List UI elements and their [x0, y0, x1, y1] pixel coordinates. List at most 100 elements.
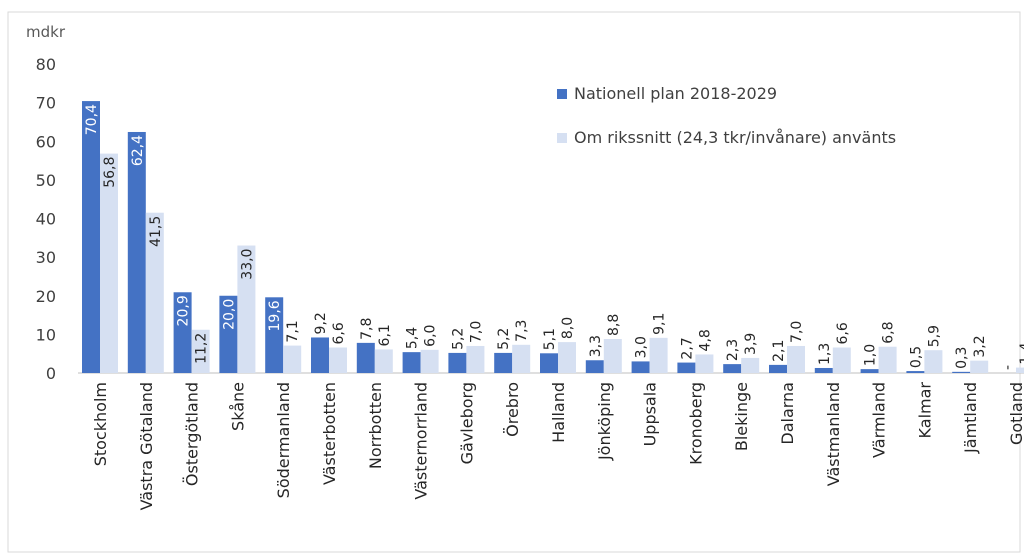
bar-rikssnitt — [970, 360, 989, 373]
y-tick-label: 30 — [36, 248, 56, 267]
bar-nationell-plan — [860, 369, 879, 373]
legend-swatch — [557, 89, 567, 99]
bar-nationell-plan — [219, 295, 238, 373]
y-tick-label: 20 — [36, 287, 56, 306]
bar-rikssnitt — [191, 329, 210, 373]
bar-nationell-plan — [311, 337, 329, 373]
x-tick-label: Gävleborg — [457, 382, 476, 464]
data-label: 6,0 — [423, 325, 439, 347]
x-axis-labels: Stockholm Västra Götaland Östergötland Skån… — [91, 382, 1024, 511]
legend-label: Nationell plan 2018-2029 — [574, 84, 777, 103]
data-label: 1,3 — [817, 343, 833, 365]
data-label: 8,8 — [606, 314, 622, 336]
data-label: 0,5 — [908, 346, 924, 368]
data-label: 0,3 — [954, 347, 970, 369]
data-label: 2,3 — [725, 339, 741, 361]
bar-rikssnitt — [283, 345, 302, 373]
x-tick-label: Västerbotten — [320, 382, 339, 485]
x-tick-label: Jämtland — [961, 382, 980, 454]
x-tick-label: Västernorrland — [412, 382, 431, 500]
data-label: 33,0 — [239, 249, 255, 280]
data-label: 6,6 — [835, 322, 851, 344]
data-label: 5,2 — [450, 328, 466, 350]
bar-rikssnitt — [878, 346, 897, 373]
data-label: - — [1000, 365, 1016, 370]
x-tick-label: Dalarna — [778, 382, 797, 445]
data-label: 9,2 — [313, 312, 329, 334]
bar-rikssnitt — [145, 212, 164, 373]
bar-rikssnitt — [695, 354, 714, 373]
value-labels: 70,4 56,8 62,4 41,5 20,911,2 20,0 33,0 19,6 7,1 9… — [84, 104, 1024, 370]
data-label: 5,2 — [496, 328, 512, 350]
bar-rikssnitt — [420, 349, 439, 373]
bars — [82, 101, 1024, 373]
data-label: 7,0 — [789, 321, 805, 343]
data-label: 5,1 — [542, 328, 558, 350]
bar-rikssnitt — [787, 345, 805, 373]
y-tick-label: 50 — [36, 171, 56, 190]
bar-rikssnitt — [603, 339, 622, 373]
data-label: 5,4 — [405, 327, 421, 349]
bar-nationell-plan — [173, 292, 192, 373]
bar-rikssnitt — [832, 347, 851, 373]
y-tick-label: 70 — [36, 94, 56, 113]
y-tick-label: 80 — [36, 55, 56, 74]
data-label: 11,2 — [194, 333, 210, 364]
data-label: 6,1 — [377, 324, 393, 346]
bar-rikssnitt — [237, 245, 256, 373]
x-tick-label: Uppsala — [641, 382, 660, 446]
data-label: 3,3 — [588, 335, 604, 357]
bar-nationell-plan — [723, 364, 742, 373]
y-tick-label: 40 — [36, 210, 56, 229]
data-label: 19,6 — [267, 300, 283, 331]
data-label: 3,0 — [634, 336, 650, 358]
x-tick-label: Örebro — [503, 382, 522, 437]
bar-rikssnitt — [374, 349, 393, 373]
bar-nationell-plan — [906, 371, 925, 373]
y-tick-label: 10 — [36, 325, 56, 344]
data-label: 3,9 — [743, 333, 759, 355]
bar-nationell-plan — [585, 360, 604, 373]
data-label: 1,4 — [1018, 342, 1024, 364]
bar-nationell-plan — [402, 352, 421, 373]
data-label: 6,6 — [331, 322, 347, 344]
data-label: 41,5 — [148, 216, 164, 247]
y-tick-label: 60 — [36, 132, 56, 151]
x-tick-label: Östergötland — [183, 382, 202, 486]
bar-rikssnitt — [1016, 367, 1024, 373]
data-label: 7,0 — [468, 321, 484, 343]
data-label: 70,4 — [84, 104, 100, 135]
bar-nationell-plan — [494, 352, 513, 373]
y-tick-label: 0 — [46, 364, 56, 383]
data-label: 20,9 — [176, 295, 192, 326]
data-label: 3,2 — [972, 335, 988, 357]
x-tick-label: Västra Götaland — [137, 382, 156, 510]
y-axis: 0 10 20 30 40 50 60 70 80 — [36, 55, 56, 383]
x-tick-label: Blekinge — [732, 382, 751, 451]
bar-rikssnitt — [741, 357, 760, 373]
x-tick-label: Kronoberg — [686, 382, 705, 465]
legend-label: Om rikssnitt (24,3 tkr/invånare) använts — [574, 128, 896, 147]
bar-rikssnitt — [558, 342, 576, 373]
legend-swatch — [557, 133, 567, 143]
bar-nationell-plan — [265, 297, 284, 373]
data-label: 4,8 — [697, 329, 713, 351]
x-tick-label: Gotland — [1007, 382, 1024, 445]
data-label: 20,0 — [221, 299, 237, 330]
bar-nationell-plan — [952, 371, 971, 373]
x-tick-label: Norrbotten — [366, 382, 385, 469]
bar-rikssnitt — [100, 153, 118, 373]
x-tick-label: Jönköping — [595, 382, 614, 461]
unit-label: mdkr — [26, 23, 66, 41]
bar-nationell-plan — [677, 362, 696, 373]
x-tick-label: Värmland — [870, 382, 889, 458]
data-label: 7,3 — [514, 320, 530, 342]
x-tick-label: Kalmar — [915, 382, 934, 439]
x-tick-label: Skåne — [228, 382, 247, 431]
legend: Nationell plan 2018-2029 Om rikssnitt (2… — [557, 84, 896, 147]
bar-nationell-plan — [448, 352, 467, 373]
bar-rikssnitt — [512, 344, 531, 373]
bar-nationell-plan — [631, 361, 650, 373]
data-label: 6,8 — [881, 321, 897, 343]
data-label: 2,7 — [679, 337, 695, 359]
